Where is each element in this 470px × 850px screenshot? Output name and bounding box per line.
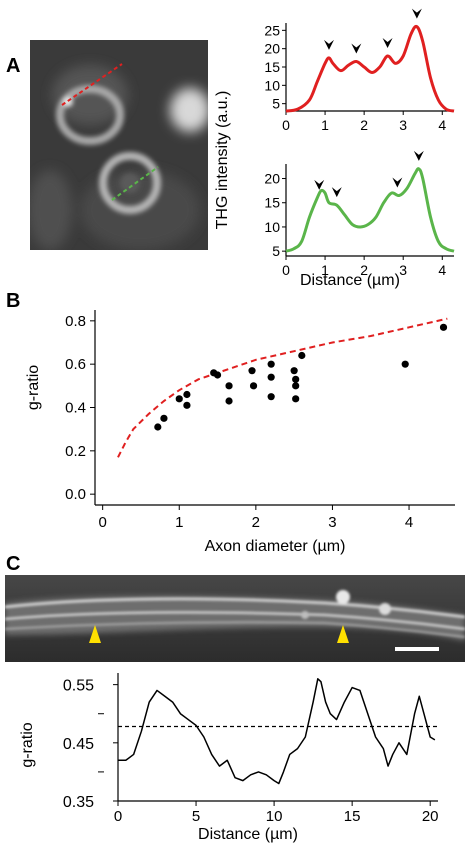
x-tick-label: 1 — [175, 514, 183, 531]
y-tick-label: 5 — [272, 96, 280, 112]
panel-label-c: C — [6, 553, 21, 575]
data-point — [160, 414, 168, 422]
profile-line-red — [285, 24, 455, 113]
data-point — [439, 323, 448, 331]
data-point — [183, 401, 191, 409]
data-point — [267, 360, 275, 368]
y-tick-label: 10 — [264, 77, 280, 93]
data-point — [225, 382, 233, 390]
profile-line-green — [285, 167, 455, 253]
y-tick-label: 0.8 — [65, 313, 86, 330]
x-tick-label: 4 — [438, 117, 446, 133]
y-tick-label: 20 — [264, 41, 280, 57]
peak-arrow-icon — [314, 179, 325, 190]
x-tick-label: 0 — [114, 808, 122, 825]
x-axis-label: Distance (µm) — [198, 826, 298, 843]
data-point — [292, 375, 300, 383]
y-tick-label: 20 — [264, 171, 280, 187]
x-tick-label: 1 — [321, 262, 329, 278]
peak-arrow-icon — [413, 150, 424, 161]
y-tick-label: 0.6 — [65, 356, 86, 373]
x-tick-label: 3 — [399, 262, 407, 278]
y-tick-label: 25 — [264, 22, 280, 38]
x-tick-label: 10 — [266, 808, 283, 825]
x-tick-label: 0 — [282, 117, 290, 133]
data-point — [183, 390, 191, 399]
peak-arrow-icon — [411, 8, 422, 19]
y-tick-label: 0.35 — [63, 794, 94, 811]
data-point — [292, 382, 300, 390]
data-point — [267, 393, 275, 401]
intensity-profile-green-chart: 5 10 15 20 0 1 2 3 4 — [264, 150, 455, 278]
data-point — [292, 395, 300, 403]
x-tick-label: 3 — [399, 117, 407, 133]
data-point — [267, 373, 275, 381]
data-point — [298, 351, 306, 360]
panel-label-a: A — [6, 55, 21, 77]
data-point — [154, 423, 162, 431]
y-tick-label: 0.45 — [63, 736, 94, 753]
data-point — [401, 360, 409, 368]
data-point — [225, 397, 233, 405]
y-axis-label: g-ratio — [19, 722, 36, 767]
y-tick-label: 0.55 — [63, 678, 94, 695]
data-point — [213, 371, 222, 379]
y-tick-label: 0.2 — [65, 443, 86, 460]
x-tick-label: 2 — [360, 262, 368, 278]
peak-arrow-icon — [382, 38, 393, 48]
g-ratio-profile-chart: 0.35 0.45 0.55 0 5 10 15 20 Distance (µm) g-ratio — [19, 673, 439, 843]
x-tick-label: 5 — [192, 808, 200, 825]
y-tick-label: 10 — [264, 219, 280, 235]
x-tick-label: 3 — [328, 514, 336, 531]
x-tick-label: 4 — [438, 262, 446, 278]
peak-arrow-icon — [331, 187, 342, 198]
peak-arrow-icon — [351, 43, 362, 54]
y-tick-label: 0.0 — [65, 486, 86, 503]
x-tick-label: 0 — [98, 514, 106, 531]
data-point — [249, 382, 258, 390]
peak-arrow-icon — [323, 39, 334, 50]
axon-micrograph — [5, 575, 465, 662]
peak-arrow-icon — [392, 177, 403, 188]
data-point — [175, 395, 183, 403]
x-tick-label: 1 — [321, 117, 329, 133]
theoretical-curve — [117, 317, 448, 458]
x-tick-label: 15 — [344, 808, 361, 825]
y-tick-label: 15 — [264, 59, 280, 75]
y-axis-label: g-ratio — [25, 365, 42, 410]
x-tick-label: 20 — [422, 808, 439, 825]
data-point — [248, 367, 256, 375]
intensity-profile-red-chart: 5 10 15 20 25 0 1 2 3 4 — [264, 8, 455, 133]
panel-label-b: B — [6, 290, 21, 312]
thg-micrograph — [30, 40, 208, 250]
data-point — [290, 367, 298, 375]
g-ratio-profile-line — [118, 678, 436, 785]
y-tick-label: 5 — [272, 243, 280, 259]
y-tick-label: 15 — [264, 195, 280, 211]
x-tick-label: 2 — [360, 117, 368, 133]
x-tick-label: 0 — [282, 262, 290, 278]
x-tick-label: 2 — [252, 514, 260, 531]
g-ratio-scatter-chart: 0.0 0.2 0.4 0.6 0.8 0 1 2 3 4 Axon diameter (µm) g-… — [25, 310, 455, 555]
a-x-axis-label: Distance (µm) — [300, 272, 400, 289]
x-axis-label: Axon diameter (µm) — [205, 538, 346, 555]
x-tick-label: 4 — [405, 514, 413, 531]
y-tick-label: 0.4 — [65, 400, 86, 417]
